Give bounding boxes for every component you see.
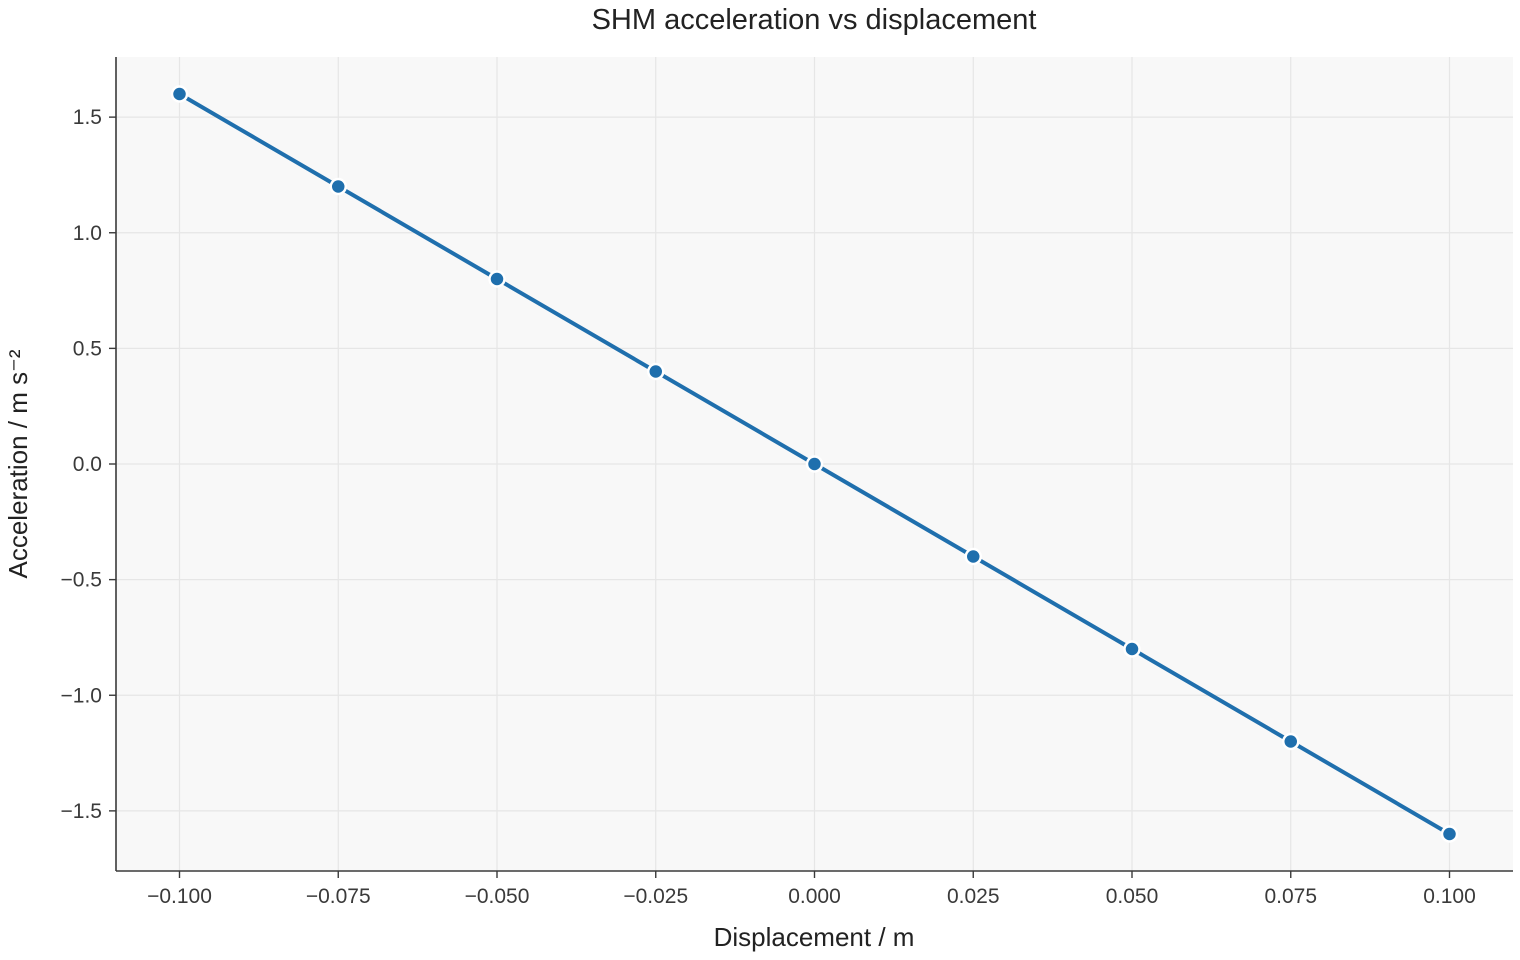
y-tick-label: 0.5	[73, 337, 102, 360]
y-tick-label: 1.0	[73, 222, 102, 245]
data-point	[170, 85, 189, 103]
y-tick-label: −1.5	[61, 800, 102, 823]
chart-title: SHM acceleration vs displacement	[592, 4, 1037, 36]
x-tick-label: 0.025	[947, 885, 1000, 908]
x-tick-label: 0.100	[1423, 885, 1476, 908]
x-tick-label: 0.050	[1106, 885, 1159, 908]
x-tick-label: 0.000	[788, 885, 841, 908]
data-point	[964, 547, 982, 566]
x-axis-title: Displacement / m	[714, 922, 915, 952]
x-tick-label: −0.100	[147, 885, 212, 908]
data-point	[329, 177, 347, 196]
data-point	[805, 455, 824, 473]
y-axis-ticks: −1.5 −1.0 −0.5 0.0 0.5 1.0 1.5	[61, 106, 116, 823]
x-tick-label: −0.075	[306, 885, 371, 908]
x-tick-label: −0.050	[465, 885, 530, 908]
y-tick-label: −1.0	[61, 684, 102, 707]
y-tick-label: −0.5	[61, 569, 102, 592]
data-point	[488, 270, 506, 288]
data-point	[647, 362, 665, 381]
series-layer	[170, 85, 1459, 843]
x-tick-label: 0.075	[1264, 885, 1317, 908]
y-axis-title: Acceleration / m s⁻²	[3, 349, 33, 578]
x-tick-label: −0.025	[623, 885, 688, 908]
data-point	[1123, 640, 1141, 658]
x-axis-ticks: −0.100 −0.075 −0.050 −0.025 0.000 0.025 0.050 0…	[147, 871, 1476, 908]
data-point	[1440, 825, 1459, 843]
y-tick-label: 1.5	[73, 106, 102, 129]
data-point	[1282, 732, 1300, 751]
y-tick-label: 0.0	[73, 453, 102, 476]
y-gridlines	[116, 116, 1513, 812]
